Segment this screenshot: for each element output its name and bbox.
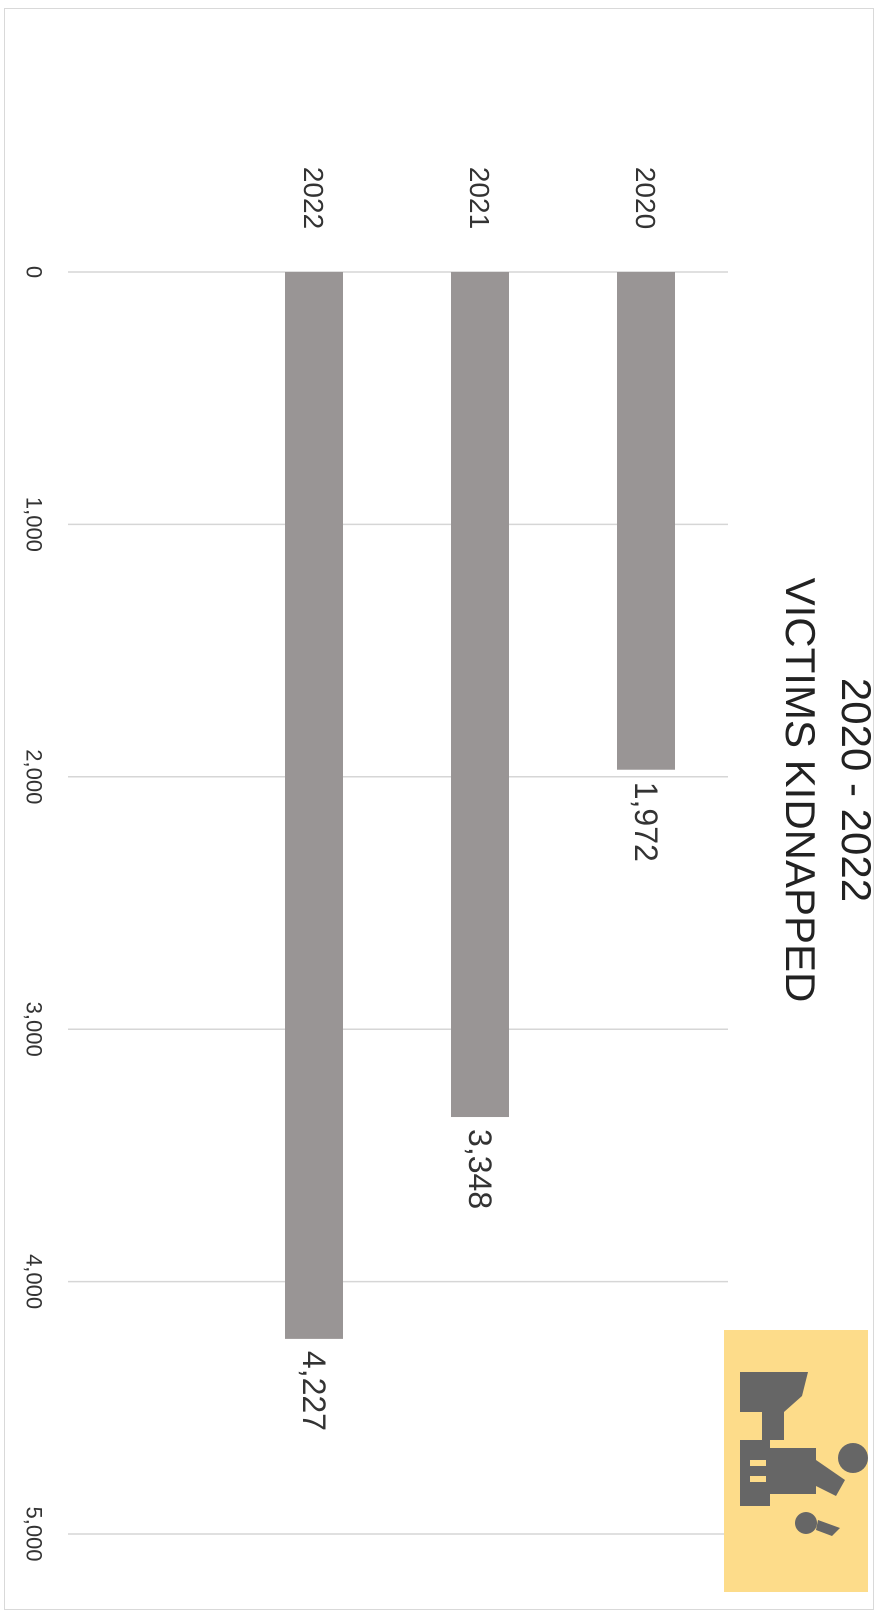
bars [285,272,675,1339]
logo [724,1330,868,1592]
logo-figure-icon [740,1372,868,1536]
bar [617,272,675,770]
chart-title: 2020 - 2022 VICTIMS KIDNAPPED [777,578,880,1003]
value-label: 1,972 [628,782,664,862]
tick-label: 0 [21,266,46,278]
bar [285,272,343,1339]
value-label: 4,227 [296,1351,332,1431]
tick-label: 1,000 [21,497,46,552]
bar [451,272,509,1118]
tick-label: 5,000 [21,1506,46,1561]
tick-label: 2,000 [21,749,46,804]
category-label: 2020 [630,167,661,229]
category-label: 2022 [298,167,329,229]
title-line-1: 2020 - 2022 [833,678,880,902]
category-label: 2021 [464,167,495,229]
value-label: 3,348 [462,1129,498,1209]
labels: 0 1,000 2,000 3,000 4,000 5,000 2020 1,972 2021 3… [21,167,664,1562]
tick-label: 3,000 [21,1002,46,1057]
title-line-2: VICTIMS KIDNAPPED [777,578,824,1003]
tick-label: 4,000 [21,1254,46,1309]
